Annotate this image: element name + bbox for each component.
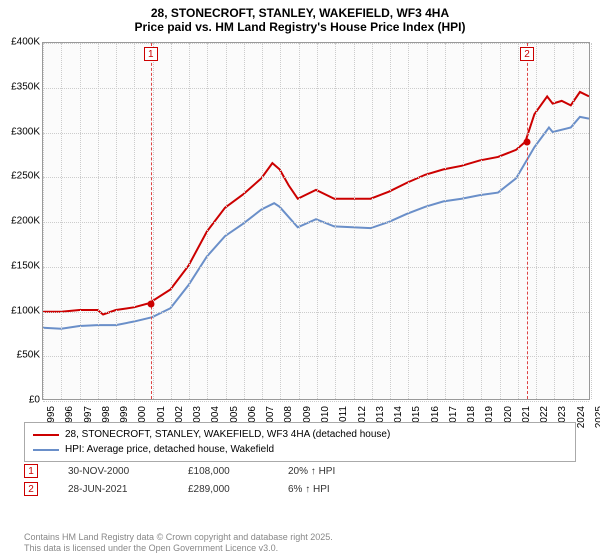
- y-axis-tick-label: £0: [2, 395, 40, 406]
- datapoint-date-2: 28-JUN-2021: [68, 484, 158, 495]
- sale-marker-dot: [524, 139, 531, 146]
- legend-label-2: HPI: Average price, detached house, Wake…: [65, 444, 274, 455]
- legend-item-1: 28, STONECROFT, STANLEY, WAKEFIELD, WF3 …: [33, 427, 567, 442]
- datapoint-price-1: £108,000: [188, 466, 258, 477]
- y-axis-tick-label: £400K: [2, 37, 40, 48]
- datapoint-price-2: £289,000: [188, 484, 258, 495]
- legend-label-1: 28, STONECROFT, STANLEY, WAKEFIELD, WF3 …: [65, 429, 390, 440]
- footer: Contains HM Land Registry data © Crown c…: [24, 532, 333, 555]
- datapoint-badge-1: 1: [24, 464, 38, 478]
- y-axis-tick-label: £250K: [2, 171, 40, 182]
- datapoint-table: 1 30-NOV-2000 £108,000 20% ↑ HPI 2 28-JU…: [24, 462, 576, 498]
- y-axis-tick-label: £100K: [2, 305, 40, 316]
- x-axis-tick-label: 2025: [594, 406, 600, 428]
- datapoint-row-2: 2 28-JUN-2021 £289,000 6% ↑ HPI: [24, 480, 576, 498]
- datapoint-row-1: 1 30-NOV-2000 £108,000 20% ↑ HPI: [24, 462, 576, 480]
- sale-marker-dot: [147, 301, 154, 308]
- chart-container: 28, STONECROFT, STANLEY, WAKEFIELD, WF3 …: [0, 0, 600, 560]
- y-axis-tick-label: £200K: [2, 216, 40, 227]
- footer-line-2: This data is licensed under the Open Gov…: [24, 543, 333, 554]
- datapoint-delta-2: 6% ↑ HPI: [288, 484, 330, 495]
- legend-swatch-1: [33, 434, 59, 436]
- sale-marker-badge: 1: [144, 47, 158, 61]
- series-line: [43, 92, 589, 315]
- y-axis-tick-label: £300K: [2, 126, 40, 137]
- title-line-1: 28, STONECROFT, STANLEY, WAKEFIELD, WF3 …: [0, 6, 600, 20]
- y-axis-tick-label: £350K: [2, 81, 40, 92]
- datapoint-date-1: 30-NOV-2000: [68, 466, 158, 477]
- sale-marker-badge: 2: [520, 47, 534, 61]
- chart-plot-area: 1995199619971998199920002001200220032004…: [42, 42, 590, 400]
- y-axis-tick-label: £150K: [2, 260, 40, 271]
- title-block: 28, STONECROFT, STANLEY, WAKEFIELD, WF3 …: [0, 0, 600, 36]
- legend-swatch-2: [33, 449, 59, 451]
- title-line-2: Price paid vs. HM Land Registry's House …: [0, 20, 600, 34]
- legend-item-2: HPI: Average price, detached house, Wake…: [33, 442, 567, 457]
- datapoint-delta-1: 20% ↑ HPI: [288, 466, 335, 477]
- datapoint-badge-2: 2: [24, 482, 38, 496]
- footer-line-1: Contains HM Land Registry data © Crown c…: [24, 532, 333, 543]
- chart-svg: [43, 43, 589, 399]
- y-axis-tick-label: £50K: [2, 350, 40, 361]
- legend: 28, STONECROFT, STANLEY, WAKEFIELD, WF3 …: [24, 422, 576, 462]
- x-axis-tick-label: 2024: [576, 406, 587, 428]
